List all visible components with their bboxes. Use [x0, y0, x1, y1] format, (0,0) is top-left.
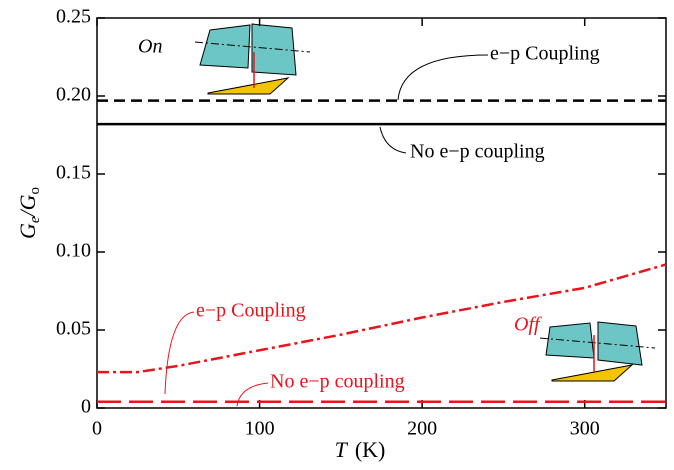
y-axis-label: Ge/Go [15, 187, 43, 239]
x-tick-label: 100 [245, 418, 275, 440]
y-label-part: o [27, 187, 43, 195]
leader [379, 126, 407, 154]
x-tick-label: 300 [570, 418, 600, 440]
plot-frame [96, 17, 667, 409]
y-tick-label: 0.10 [56, 240, 91, 262]
annotation: On [138, 36, 162, 58]
annotation: e−p Coupling [490, 43, 600, 65]
y-tick-label: 0 [81, 396, 91, 418]
y-label-part: e [27, 216, 43, 223]
y-tick-label: 0.05 [56, 318, 91, 340]
annotation: No e−p coupling [410, 141, 545, 163]
y-tick-label: 0.20 [56, 84, 91, 106]
series-line [97, 263, 667, 374]
x-label-unit: (K) [355, 437, 386, 462]
leader [397, 54, 489, 101]
y-label-part: /G [15, 194, 40, 218]
x-label-var: T [335, 437, 349, 462]
y-tick-label: 0.25 [56, 6, 91, 28]
annotation: Off [514, 314, 542, 336]
y-tick-label: 0.15 [56, 162, 91, 184]
off-icon [539, 321, 656, 382]
on-icon [194, 23, 311, 95]
y-label-part: G [15, 223, 40, 239]
annotation: No e−p coupling [270, 371, 405, 393]
annotation: e−p Coupling [196, 300, 306, 322]
x-axis-label: T (K) [335, 437, 386, 462]
x-tick-label: 0 [92, 418, 102, 440]
leader [164, 311, 195, 395]
x-tick-label: 200 [407, 418, 437, 440]
